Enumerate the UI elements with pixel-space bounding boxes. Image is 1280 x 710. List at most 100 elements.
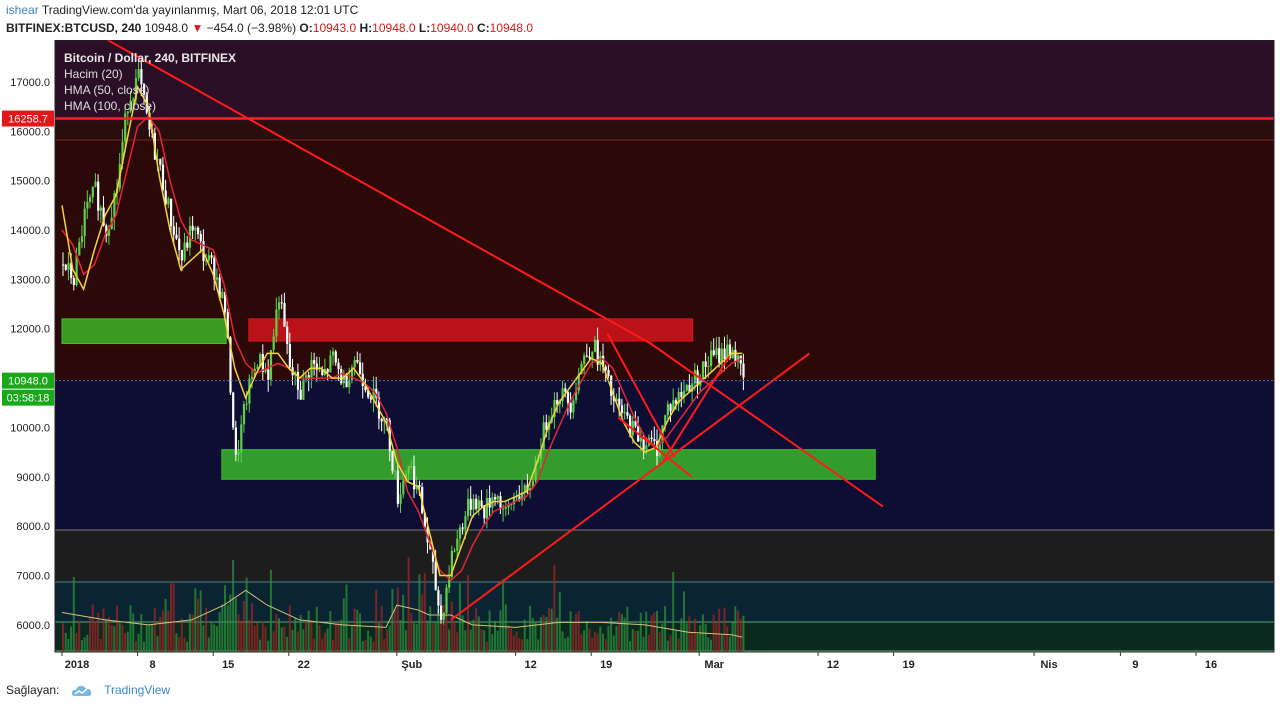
candle-body xyxy=(348,380,351,388)
volume-bar xyxy=(269,569,272,652)
candle-body xyxy=(440,605,443,620)
candle-body xyxy=(205,260,208,262)
volume-bar xyxy=(453,620,456,652)
candle-body xyxy=(529,487,532,491)
author-link[interactable]: ishear xyxy=(6,3,39,17)
volume-bar xyxy=(604,638,607,652)
x-tick-label: Şub xyxy=(401,659,422,671)
candle-body xyxy=(564,388,567,392)
candle-body xyxy=(221,291,224,299)
ohlc-line: BITFINEX:BTCUSD, 240 10948.0 ▼ −454.0 (−… xyxy=(6,21,533,35)
candle-body xyxy=(242,404,246,425)
candle-body xyxy=(577,374,580,391)
candle-body xyxy=(650,437,653,440)
volume-bar xyxy=(237,614,240,652)
volume-bar xyxy=(105,619,108,652)
candle-body xyxy=(369,397,372,400)
candle-body xyxy=(264,369,267,372)
candle-body xyxy=(191,225,194,231)
volume-bar xyxy=(434,622,437,652)
candle-body xyxy=(448,576,451,588)
candle-body xyxy=(315,363,318,370)
volume-bar xyxy=(280,627,283,652)
volume-bar xyxy=(464,630,467,652)
candle-body xyxy=(720,348,723,363)
candle-body xyxy=(251,376,254,379)
volume-bar xyxy=(288,605,291,652)
volume-bar xyxy=(161,610,164,652)
volume-bar xyxy=(86,634,89,652)
volume-bar xyxy=(302,629,305,652)
volume-bar xyxy=(70,626,73,652)
candle-body xyxy=(475,498,478,509)
volume-bar xyxy=(699,625,702,652)
candle-body xyxy=(399,494,402,504)
candle-body xyxy=(313,360,316,364)
volume-bar xyxy=(642,636,645,652)
x-tick-label: 12 xyxy=(827,659,839,671)
candle-body xyxy=(199,234,202,242)
volume-bar xyxy=(656,610,658,652)
candle-body xyxy=(210,255,213,258)
candle-body xyxy=(140,69,143,85)
volume-bar xyxy=(537,639,540,652)
footer-label: Sağlayan: xyxy=(6,683,60,697)
candle-body xyxy=(161,164,165,191)
volume-bar xyxy=(364,639,367,652)
volume-bar xyxy=(199,590,202,652)
candle-body xyxy=(178,238,181,251)
volume-bar xyxy=(67,639,70,652)
candle-body xyxy=(240,424,243,453)
volume-bar xyxy=(62,623,64,652)
volume-bar xyxy=(445,587,448,652)
candle-body xyxy=(653,439,656,442)
price-chart[interactable]: 6000.07000.08000.09000.010000.011000.012… xyxy=(0,40,1280,676)
candle-body xyxy=(534,460,537,481)
candle-body xyxy=(321,369,324,375)
candle-body xyxy=(701,361,705,379)
candle-body xyxy=(418,485,421,488)
candle-body xyxy=(461,527,464,529)
x-tick-label: 19 xyxy=(600,659,612,671)
candle-body xyxy=(612,395,615,402)
volume-bar xyxy=(89,616,91,652)
volume-bar xyxy=(548,607,550,652)
candle-body xyxy=(542,422,545,451)
y-tick-label: 7000.0 xyxy=(16,571,50,583)
volume-bar xyxy=(534,621,537,652)
trend-line xyxy=(450,352,810,621)
volume-bar xyxy=(647,635,650,652)
volume-bar xyxy=(253,625,256,652)
volume-bar xyxy=(326,628,329,652)
tradingview-cloud-icon xyxy=(71,685,91,696)
tradingview-link[interactable]: TradingView xyxy=(104,683,171,697)
volume-bar xyxy=(305,620,307,652)
candle-body xyxy=(583,355,586,364)
candle-body xyxy=(602,355,605,367)
volume-bar xyxy=(429,606,432,652)
volume-bar xyxy=(175,633,178,652)
candle-body xyxy=(737,355,740,362)
candle-body xyxy=(226,312,229,338)
volume-bar xyxy=(278,618,280,652)
volume-bar xyxy=(739,618,742,652)
volume-bar xyxy=(718,608,721,652)
close-value: 10948.0 xyxy=(489,21,534,35)
candle-body xyxy=(89,197,92,202)
volume-bar xyxy=(129,605,132,652)
candle-body xyxy=(464,516,467,529)
volume-bar xyxy=(658,632,661,652)
candle-body xyxy=(623,412,626,414)
volume-bar xyxy=(251,603,253,652)
volume-bar xyxy=(259,639,262,652)
volume-bar xyxy=(596,633,599,652)
candle-body xyxy=(458,527,462,539)
volume-bar xyxy=(226,605,229,652)
high-value: 10948.0 xyxy=(372,21,416,35)
candle-body xyxy=(156,159,159,161)
volume-bar xyxy=(156,636,159,652)
volume-bar xyxy=(637,630,640,652)
volume-bar xyxy=(159,616,162,652)
candle-body xyxy=(680,391,683,398)
volume-bar xyxy=(261,620,264,652)
